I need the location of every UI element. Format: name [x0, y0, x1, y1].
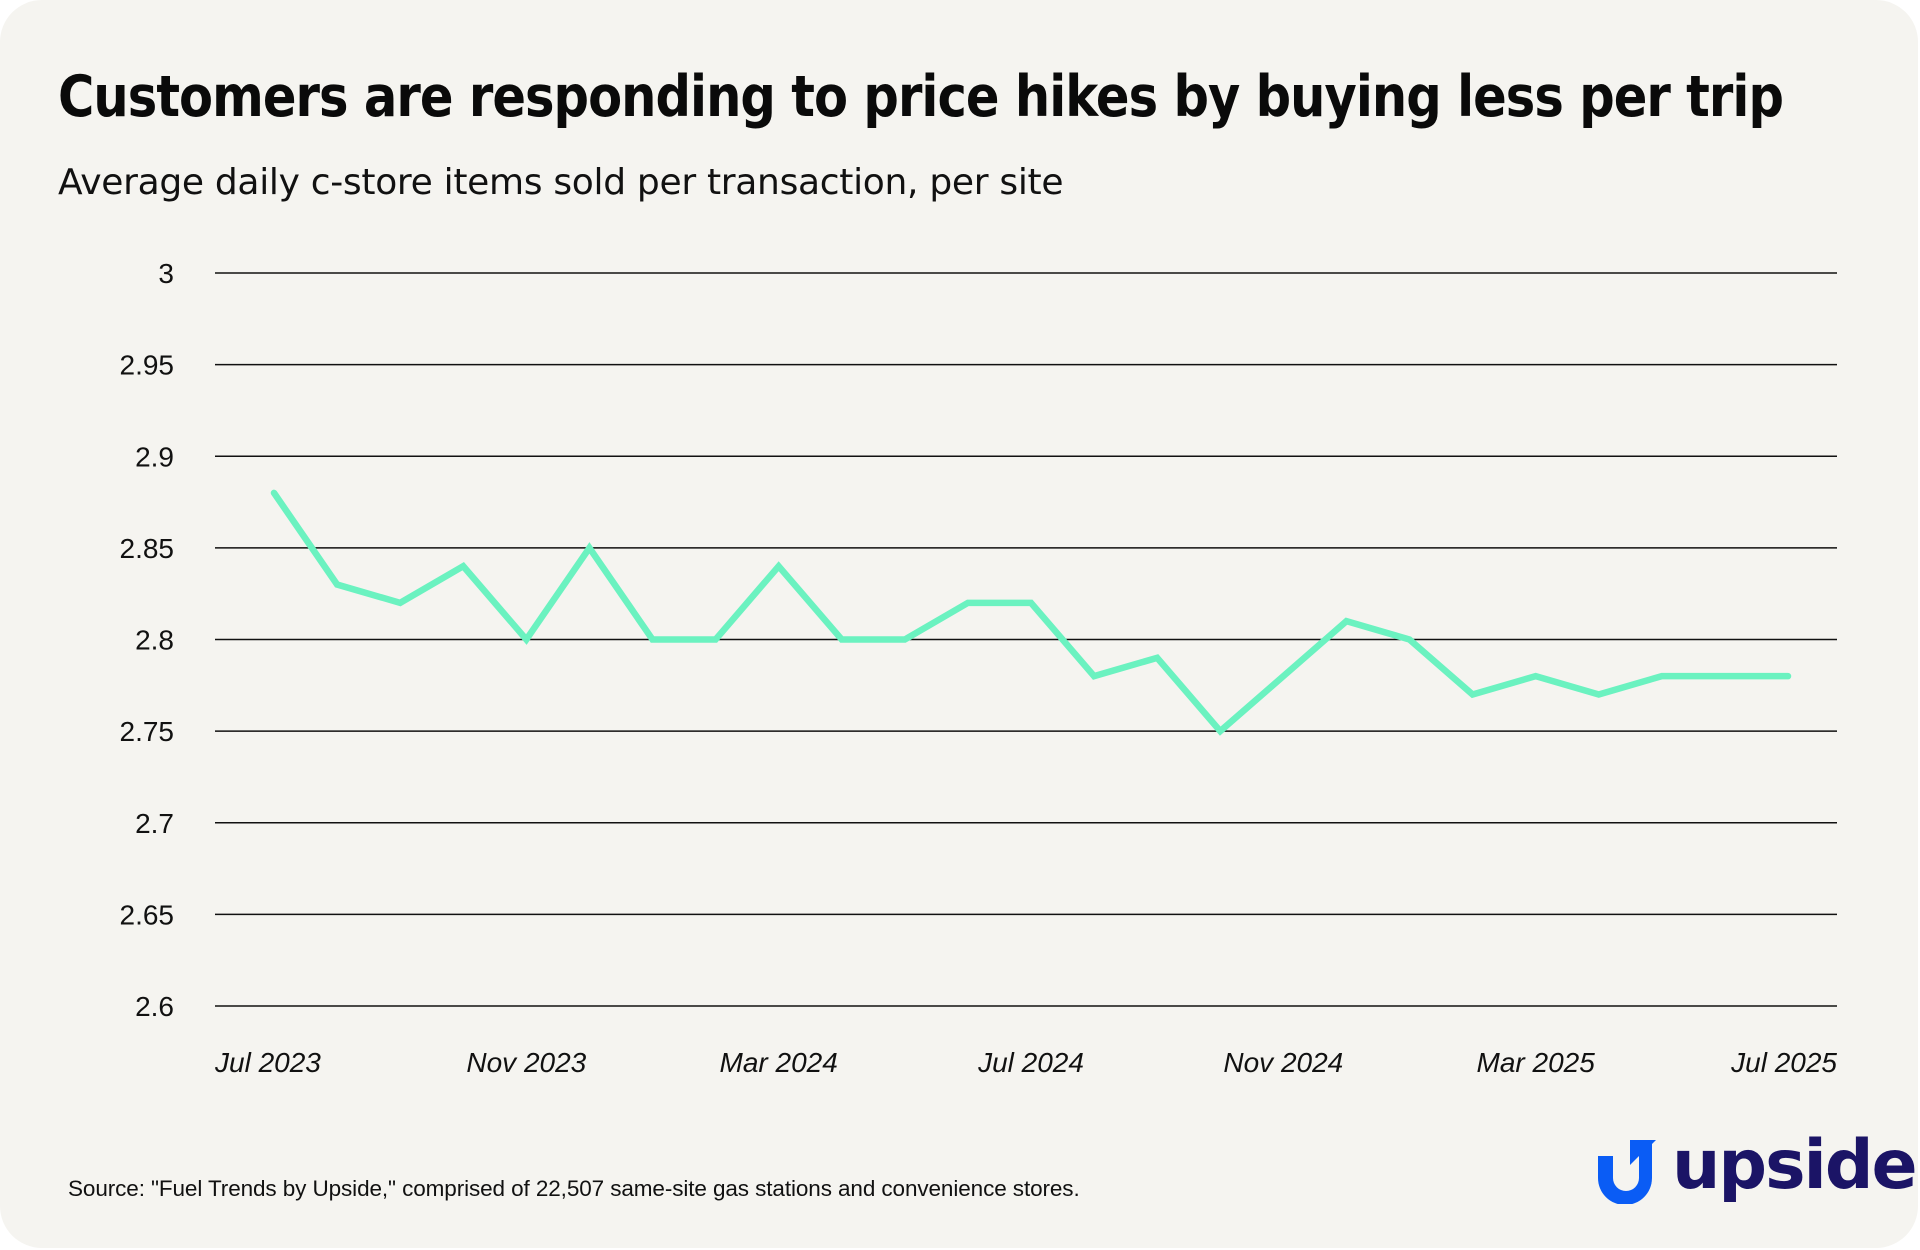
y-tick-label: 2.8 — [135, 625, 174, 656]
upside-logo: upside — [1594, 1126, 1918, 1206]
y-tick-label: 2.65 — [120, 899, 175, 930]
x-tick-label: Mar 2025 — [1477, 1047, 1596, 1078]
y-tick-label: 3 — [158, 258, 174, 289]
upside-wordmark: upside — [1672, 1126, 1918, 1205]
x-tick-label: Jul 2025 — [1730, 1047, 1837, 1078]
chart-title: Customers are responding to price hikes … — [58, 64, 1784, 130]
y-tick-label: 2.75 — [120, 716, 175, 747]
y-tick-label: 2.6 — [135, 991, 174, 1022]
y-tick-label: 2.9 — [135, 441, 174, 472]
series-line — [270, 489, 1792, 736]
x-tick-label: Nov 2023 — [466, 1047, 586, 1078]
y-tick-label: 2.85 — [120, 533, 175, 564]
series-layer — [270, 489, 1792, 736]
gridlines — [215, 272, 1837, 1007]
upside-arrow-u-icon — [1598, 1140, 1656, 1204]
y-tick-label: 2.95 — [120, 350, 175, 381]
source-note: Source: "Fuel Trends by Upside," compris… — [68, 1176, 1080, 1201]
chart-subtitle: Average daily c-store items sold per tra… — [58, 162, 1064, 203]
x-axis-tick-labels: Jul 2023 Nov 2023 Mar 2024 Jul 2024 Nov 2024… — [214, 1047, 1837, 1078]
x-tick-label: Jul 2024 — [977, 1047, 1084, 1078]
y-axis-tick-labels: 3 2.95 2.9 2.85 2.8 2.75 2.7 2.65 2.6 — [120, 258, 175, 1022]
x-tick-label: Jul 2023 — [214, 1047, 321, 1078]
y-tick-label: 2.7 — [135, 808, 174, 839]
x-tick-label: Mar 2024 — [720, 1047, 838, 1078]
x-tick-label: Nov 2024 — [1223, 1047, 1343, 1078]
